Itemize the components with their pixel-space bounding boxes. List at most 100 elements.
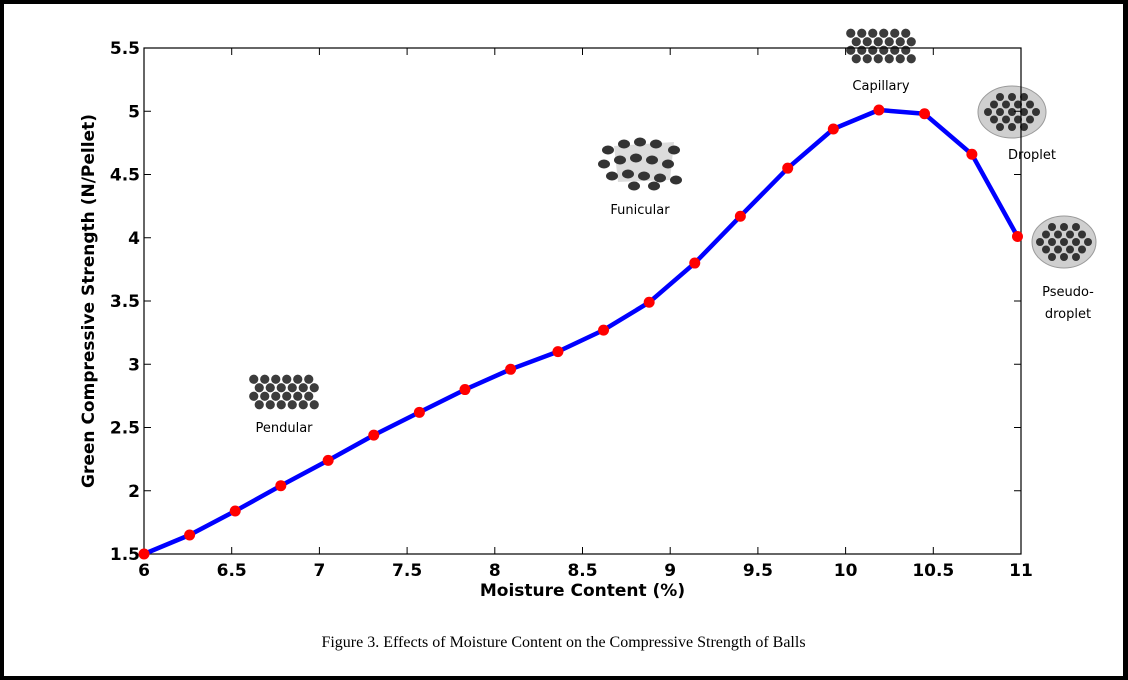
series-line [141, 107, 1020, 557]
particle [1054, 245, 1062, 254]
particle [276, 400, 286, 410]
data-point [505, 363, 517, 375]
particle [990, 100, 998, 109]
particle-network-icon [598, 137, 682, 191]
particle [249, 374, 259, 384]
data-point [1011, 230, 1023, 242]
particle [996, 93, 1004, 101]
particle [646, 155, 658, 165]
particle [668, 145, 680, 155]
particle [282, 391, 292, 401]
particle [1072, 253, 1080, 261]
particle [868, 45, 878, 55]
x-tick-label: 9.5 [743, 561, 773, 581]
data-point [459, 384, 471, 396]
particle [846, 28, 856, 38]
particle [884, 54, 894, 64]
particle [1020, 123, 1028, 131]
particle [873, 37, 883, 47]
figure-frame: Pendular Funicular Capillary Droplet Pseudo-… [4, 4, 1123, 676]
particle [282, 374, 292, 384]
particle [298, 383, 308, 393]
particle [1060, 223, 1068, 231]
particle [996, 108, 1004, 116]
y-axis-title: Green Compressive Strength (N/Pellet) [79, 114, 99, 488]
particle [901, 28, 911, 38]
particle [862, 54, 872, 64]
x-tick-label: 8.5 [567, 561, 597, 581]
particle [895, 37, 905, 47]
particle [1032, 108, 1040, 116]
data-point [229, 505, 241, 517]
particle [1008, 108, 1016, 116]
x-axis-title: Moisture Content (%) [480, 581, 685, 601]
annotation-label: Pseudo- [1042, 285, 1094, 300]
particle [271, 391, 281, 401]
particle [654, 173, 666, 183]
particle [650, 139, 662, 149]
particle [648, 181, 660, 191]
particle [598, 159, 610, 169]
chart: Pendular Funicular Capillary Droplet Pseudo-… [79, 28, 1097, 601]
particle [1014, 100, 1022, 109]
annotation-label: Capillary [852, 79, 909, 94]
particle [1026, 115, 1034, 124]
data-point [413, 406, 425, 418]
particle [1078, 230, 1086, 239]
x-tick-label: 10.5 [912, 561, 954, 581]
particle [857, 28, 867, 38]
particle [851, 54, 861, 64]
particle [602, 145, 614, 155]
particle [309, 383, 319, 393]
y-tick-label: 5 [128, 102, 140, 122]
particle [1020, 108, 1028, 116]
x-tick-label: 8 [489, 561, 501, 581]
particle [1048, 253, 1056, 261]
particle [1008, 93, 1016, 101]
particle [906, 54, 916, 64]
annotation-layer: Pendular Funicular Capillary Droplet Pseudo-… [249, 28, 1097, 436]
x-tick-label: 10 [834, 561, 858, 581]
y-tick-label: 1.5 [110, 545, 140, 565]
particle [901, 45, 911, 55]
particle [1042, 230, 1050, 239]
particle [622, 169, 634, 179]
particle [1036, 238, 1044, 246]
annotation-label: Funicular [610, 203, 670, 218]
particle [1002, 100, 1010, 109]
particle [1066, 230, 1074, 239]
particle [309, 400, 319, 410]
data-point [552, 346, 564, 358]
data-point [138, 548, 150, 560]
data-point [782, 162, 794, 174]
x-tick-label: 9 [664, 561, 676, 581]
particle [304, 391, 314, 401]
particle [618, 139, 630, 149]
data-point [598, 324, 610, 336]
data-point [275, 480, 287, 492]
particle [606, 171, 618, 181]
particle [906, 37, 916, 47]
particle [1072, 238, 1080, 246]
particle [1002, 115, 1010, 124]
y-tick-label: 3 [128, 355, 140, 375]
particle [1078, 245, 1086, 254]
particle [1084, 238, 1092, 246]
series-layer [138, 104, 1023, 560]
particle [614, 155, 626, 165]
data-point [919, 108, 931, 120]
y-tick-label: 4 [128, 229, 140, 249]
particle [260, 391, 270, 401]
particle [293, 374, 303, 384]
y-tick-label: 4.5 [110, 166, 140, 186]
particle [1060, 253, 1068, 261]
particle [1060, 238, 1068, 246]
data-point [322, 454, 334, 466]
particle [1014, 115, 1022, 124]
particle [293, 391, 303, 401]
particle [851, 37, 861, 47]
x-tick-label: 11 [1009, 561, 1033, 581]
particle [304, 374, 314, 384]
particle [287, 383, 297, 393]
particle [890, 28, 900, 38]
